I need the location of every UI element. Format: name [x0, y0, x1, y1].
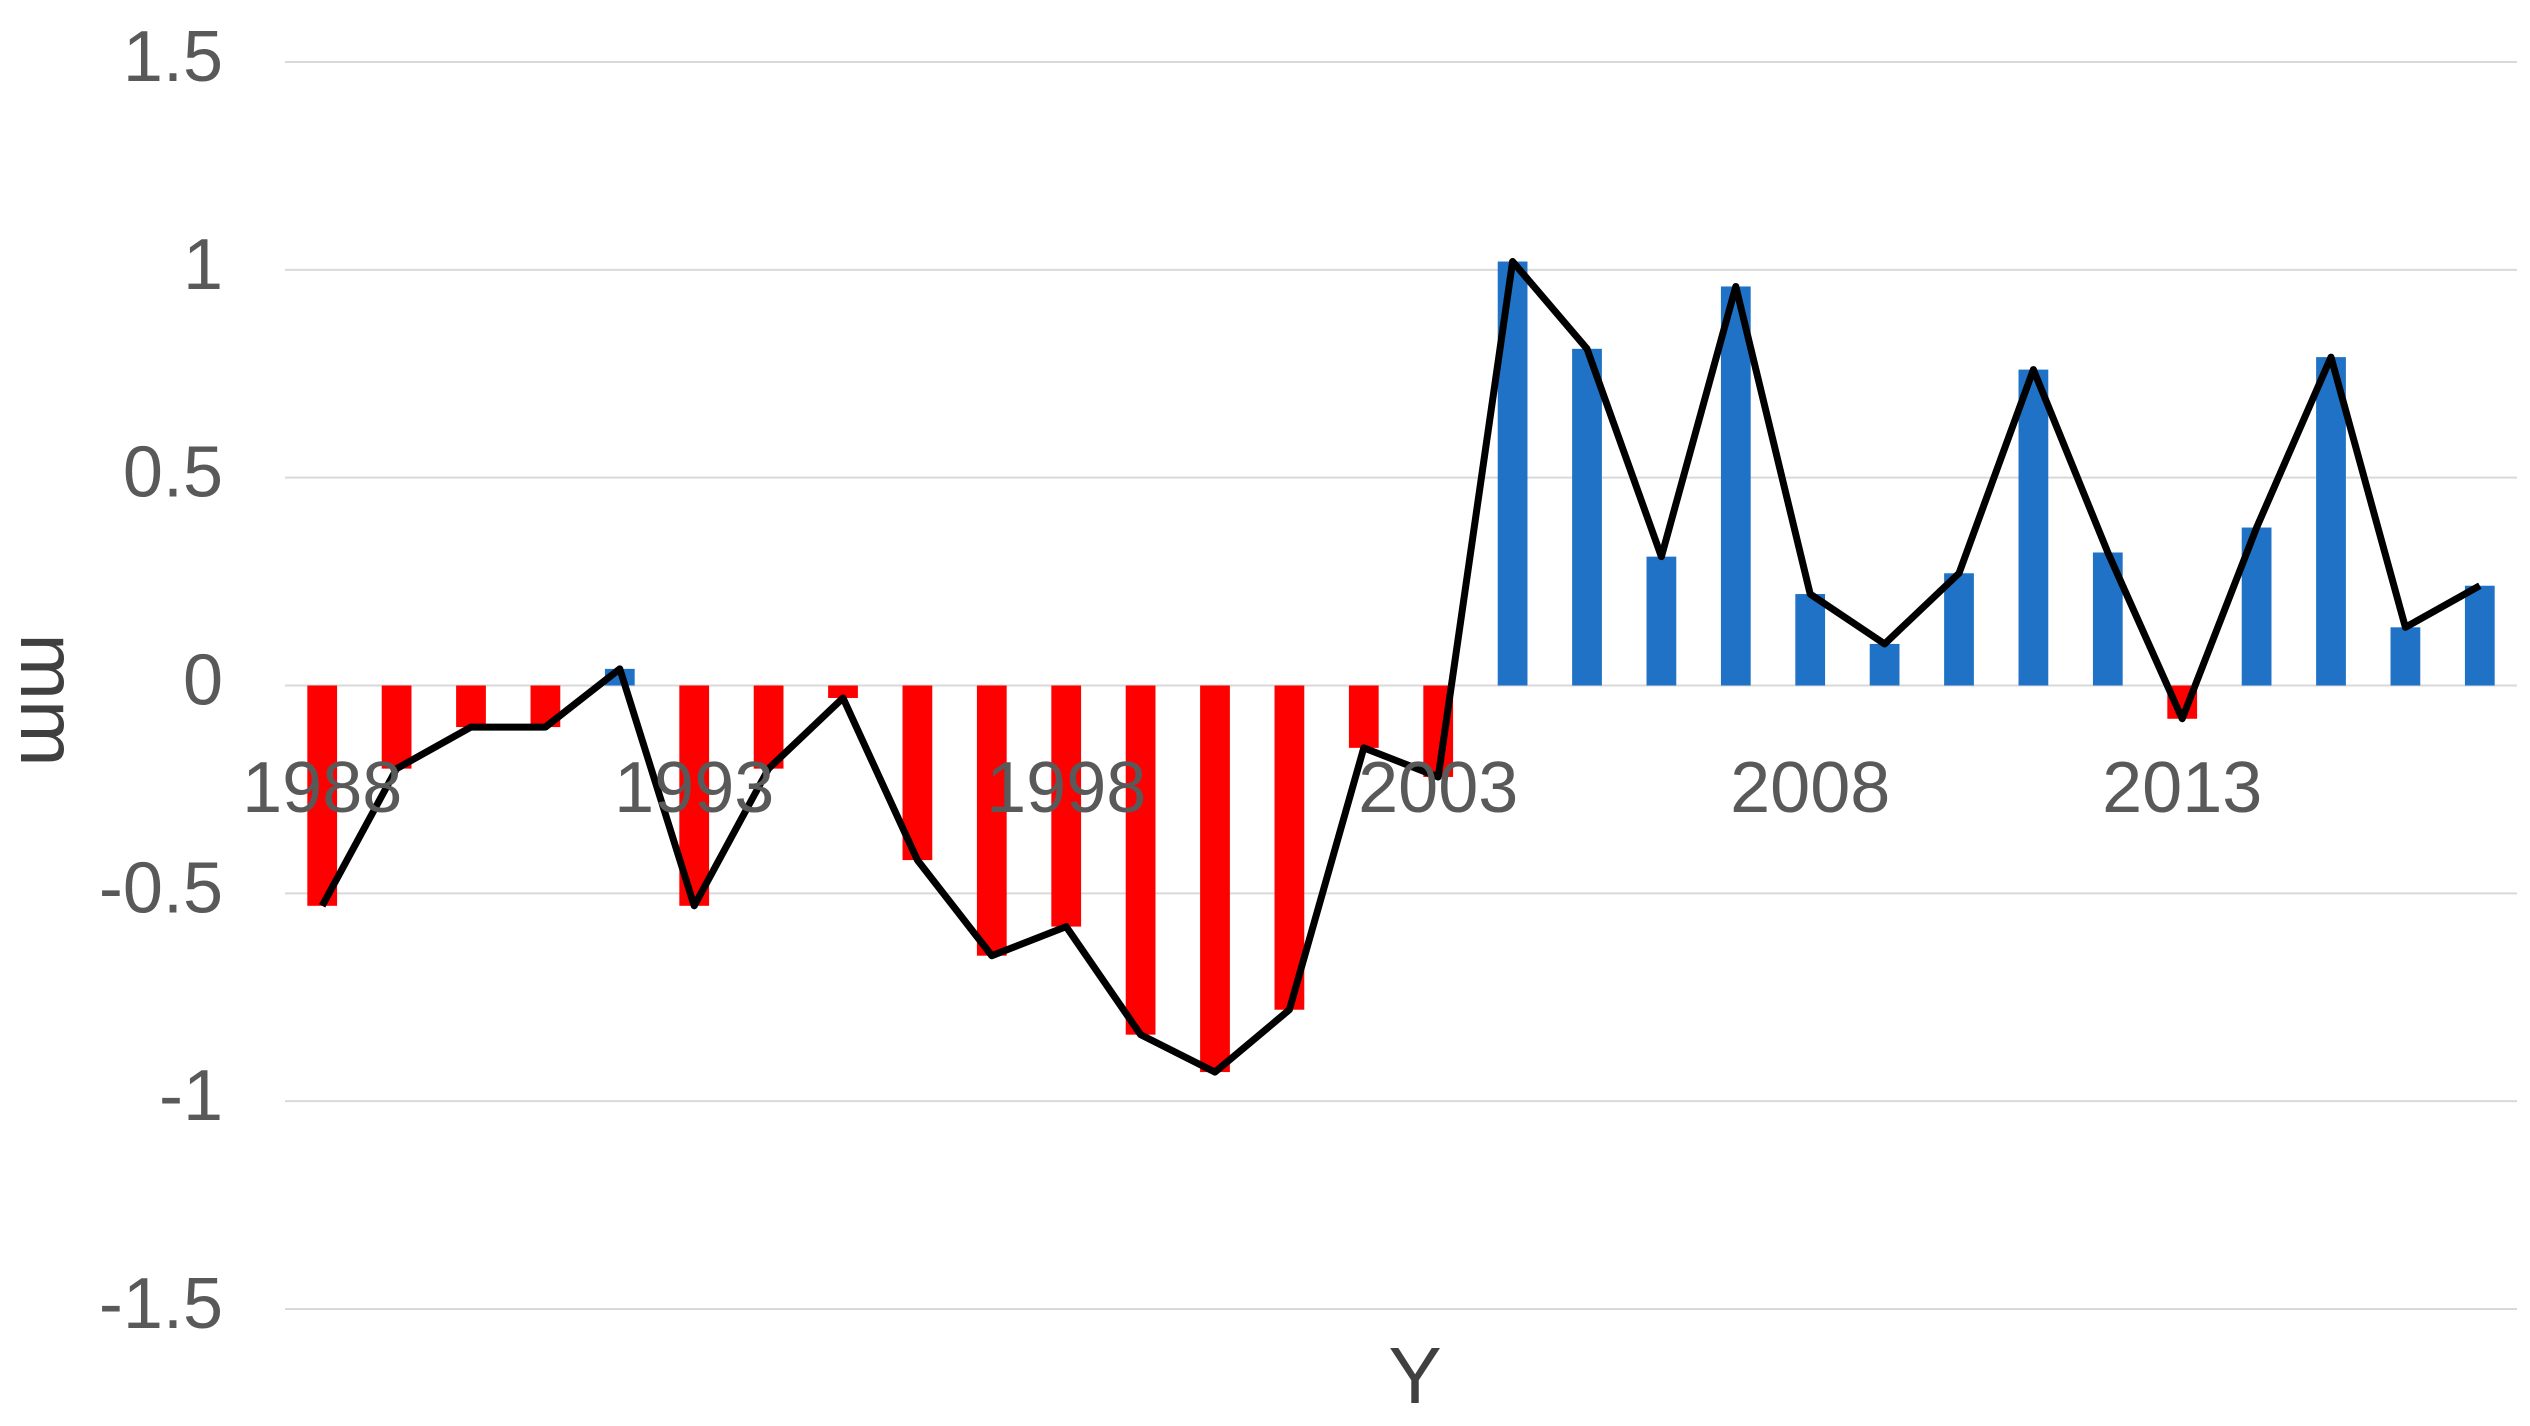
- y-tick-label: 0.5: [123, 433, 223, 513]
- bar: [976, 685, 1007, 956]
- y-tick-label: 1.5: [123, 17, 223, 97]
- x-tick-label: 1998: [986, 748, 1146, 828]
- bar: [1795, 594, 1826, 686]
- y-tick-label: -0.5: [99, 848, 223, 928]
- bar: [1572, 348, 1602, 686]
- bar: [1051, 685, 1082, 927]
- bar: [2316, 357, 2346, 686]
- bar: [1274, 685, 1305, 1010]
- bar: [2390, 627, 2421, 686]
- bar: [1200, 685, 1230, 1073]
- y-tick-label: -1.5: [99, 1264, 223, 1344]
- bar: [2464, 585, 2495, 686]
- bar: [1944, 573, 1974, 686]
- x-tick-label: 1993: [614, 748, 774, 828]
- y-tick-label: -1: [159, 1056, 223, 1136]
- bar: [307, 685, 338, 906]
- x-axis-label: Y: [1388, 1331, 1441, 1420]
- y-tick-label: 0: [183, 641, 223, 721]
- x-tick-label: 2008: [1730, 748, 1890, 828]
- x-tick-label: 2013: [2102, 748, 2262, 828]
- bar: [1348, 685, 1379, 748]
- bar: [1869, 643, 1900, 686]
- line: [319, 258, 2482, 1076]
- bar: [828, 685, 858, 698]
- x-tick-label: 2003: [1358, 748, 1518, 828]
- y-tick-label: 1: [183, 225, 223, 305]
- bar: [1720, 286, 1751, 686]
- bar: [456, 685, 486, 728]
- x-tick-label: 1988: [242, 748, 402, 828]
- bar: [1646, 556, 1677, 686]
- bar: [2018, 369, 2049, 686]
- bar: [1125, 685, 1156, 1035]
- y-axis-label: mm: [4, 633, 93, 766]
- bar: [381, 685, 412, 769]
